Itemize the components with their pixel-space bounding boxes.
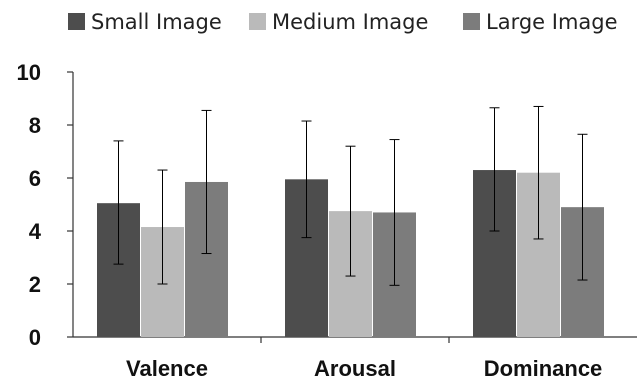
legend-swatch <box>68 13 85 30</box>
x-category-label: Arousal <box>314 356 396 378</box>
legend-label: Large Image <box>486 10 618 34</box>
error-bar-small-image-valence <box>113 140 124 265</box>
error-bar-medium-image-valence <box>157 169 168 285</box>
error-bar-small-image-dominance <box>489 107 500 232</box>
y-axis: 0 2 4 6 8 10 <box>17 60 74 350</box>
y-tick-label: 2 <box>29 272 41 297</box>
y-tick-label: 6 <box>29 166 41 191</box>
x-category-label: Dominance <box>484 356 603 378</box>
legend-label: Medium Image <box>272 10 428 34</box>
legend-item-small-image: Small Image <box>68 10 222 34</box>
y-tick-label: 4 <box>29 219 42 244</box>
error-bar-medium-image-dominance <box>533 105 544 240</box>
legend-item-medium-image: Medium Image <box>249 10 428 34</box>
legend-swatch <box>249 13 266 30</box>
error-bar-large-image-arousal <box>389 139 400 286</box>
x-axis: Valence Arousal Dominance <box>73 336 637 378</box>
legend-swatch <box>463 13 480 30</box>
y-tick-label: 10 <box>17 60 41 85</box>
legend-item-large-image: Large Image <box>463 10 618 34</box>
error-bar-large-image-valence <box>201 109 212 255</box>
y-tick-label: 8 <box>29 113 41 138</box>
error-bars <box>113 105 588 286</box>
y-tick-label: 0 <box>29 325 41 350</box>
error-bar-small-image-arousal <box>301 120 312 239</box>
error-bar-large-image-dominance <box>577 133 588 281</box>
error-bar-medium-image-arousal <box>345 145 356 277</box>
legend-label: Small Image <box>91 10 222 34</box>
legend: Small Image Medium Image Large Image <box>68 10 618 34</box>
x-category-label: Valence <box>126 356 208 378</box>
